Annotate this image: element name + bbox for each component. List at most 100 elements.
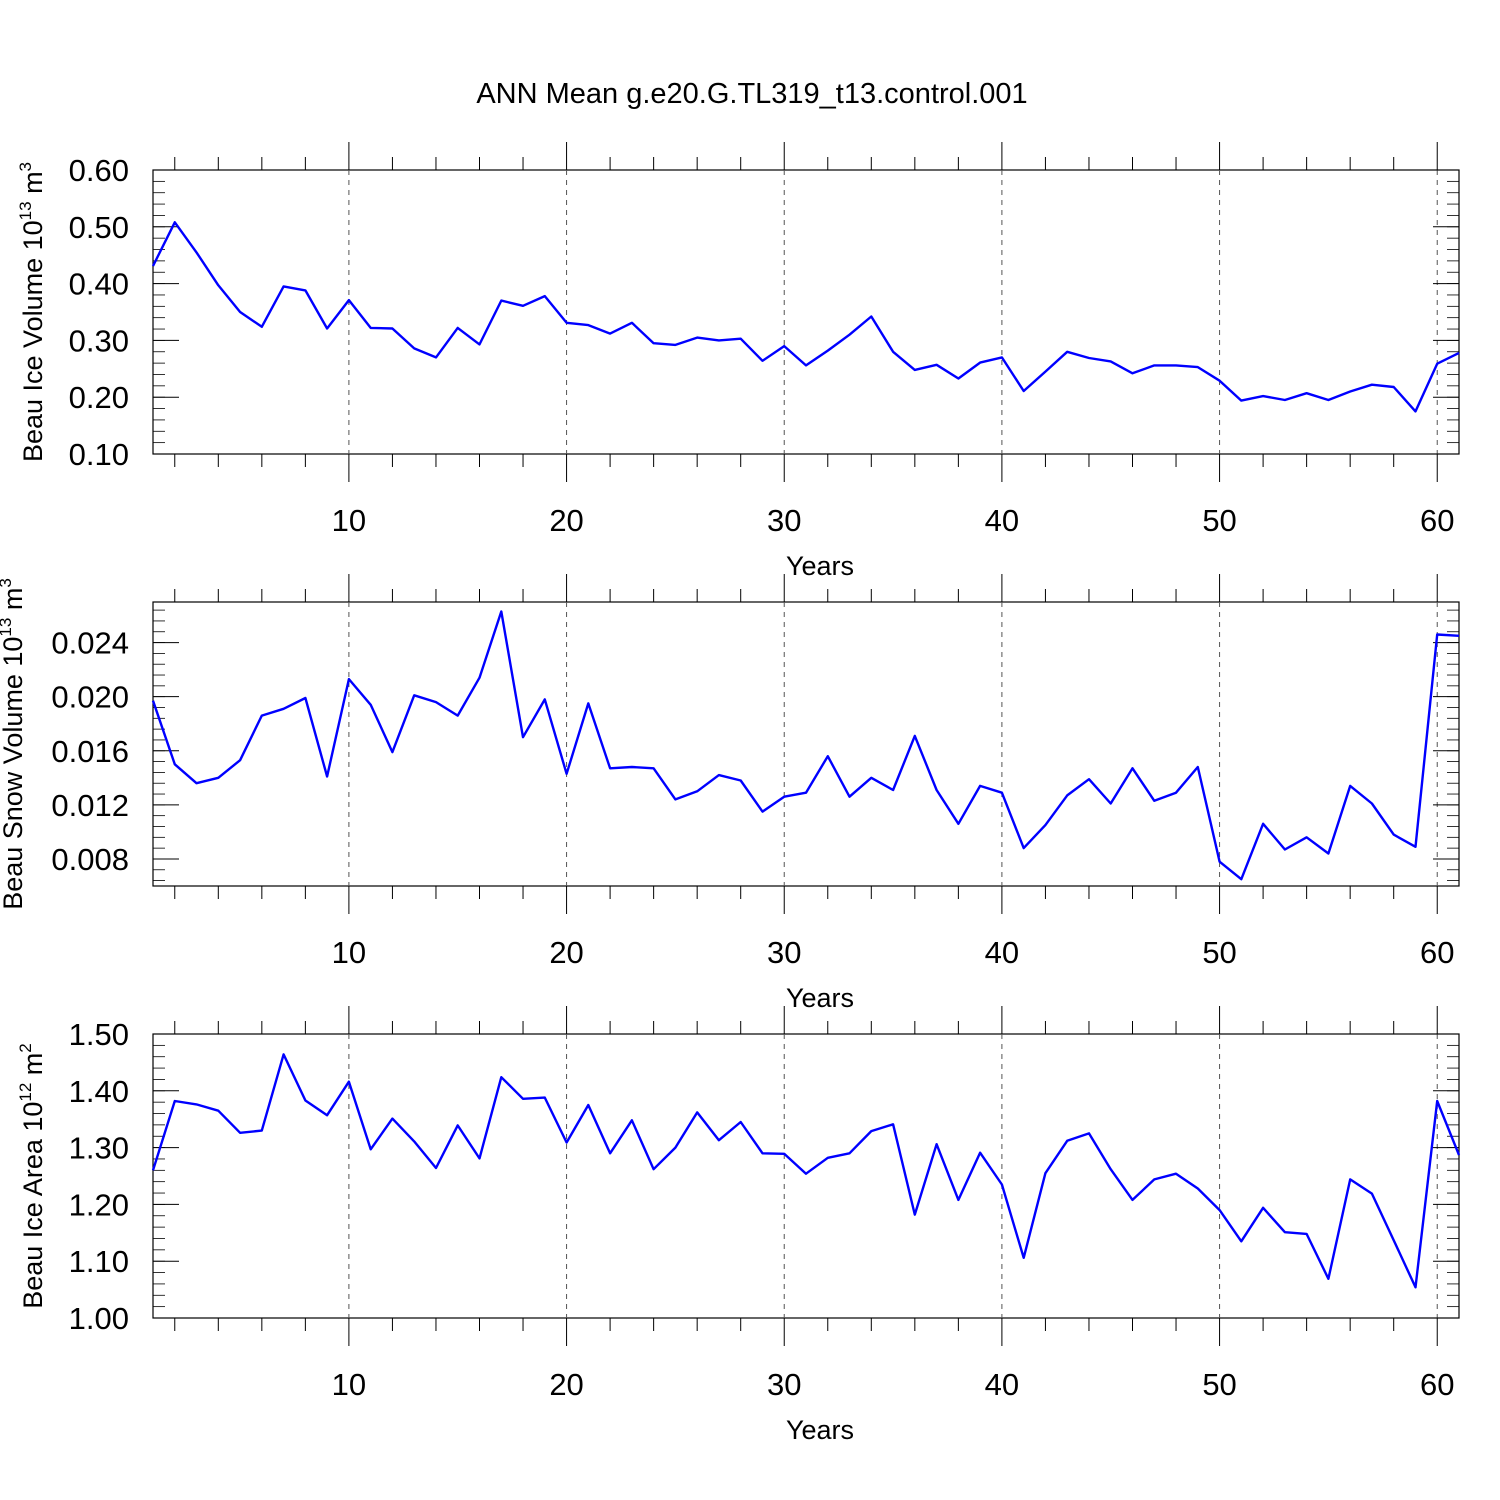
panel-ice-area: 10 20 30 40 50 60 1.00 1.10 1.20 1.30 1.40 1.50 Year… (16, 1006, 1461, 1445)
data-point (216, 1109, 220, 1113)
data-point (978, 784, 982, 788)
data-point (216, 776, 220, 780)
data-point (1326, 852, 1330, 856)
data-point (608, 1151, 612, 1155)
data-point (195, 250, 199, 254)
data-point (1131, 1198, 1135, 1202)
data-point (1152, 363, 1156, 367)
series-line (151, 221, 1460, 413)
data-point (869, 776, 873, 780)
data-point (1131, 371, 1135, 375)
data-point (478, 342, 482, 346)
data-point (282, 284, 286, 288)
data-point (151, 1168, 155, 1172)
data-point (1370, 1192, 1374, 1196)
data-point (935, 1142, 939, 1146)
x-tick-label: 30 (767, 935, 801, 970)
y-tick-label: 0.50 (69, 210, 129, 245)
data-point (325, 774, 329, 778)
data-point (565, 1140, 569, 1144)
series-line (151, 1053, 1461, 1289)
data-point (173, 1099, 177, 1103)
y-tick-label: 0.024 (51, 626, 129, 661)
data-point (260, 325, 264, 329)
data-point (891, 350, 895, 354)
y-axis-label: Beau Snow Volume 1013 m3 (0, 578, 28, 910)
data-point (826, 1156, 830, 1160)
data-point (869, 315, 873, 319)
data-point (369, 326, 373, 330)
data-point (1196, 765, 1200, 769)
y-tick-label: 0.60 (69, 153, 129, 188)
y-axis-label: Beau Ice Area 1012 m2 (16, 1043, 48, 1309)
data-point (1174, 363, 1178, 367)
x-tick-label: 60 (1420, 1367, 1454, 1402)
data-point (630, 321, 634, 325)
plot-frame (152, 169, 1460, 455)
x-tick-label: 40 (985, 503, 1019, 538)
data-point (1370, 383, 1374, 387)
y-tick-label: 1.10 (69, 1244, 129, 1279)
data-point (173, 220, 177, 224)
data-point (956, 1198, 960, 1202)
data-point (848, 795, 852, 799)
data-point (347, 1080, 351, 1084)
data-point (1261, 822, 1265, 826)
x-tick-label: 10 (332, 1367, 366, 1402)
data-point (630, 765, 634, 769)
data-point (1022, 846, 1026, 850)
data-point (1305, 1232, 1309, 1236)
data-point (717, 338, 721, 342)
data-point (282, 1052, 286, 1056)
data-point (499, 609, 503, 613)
data-point (565, 772, 569, 776)
data-point (456, 714, 460, 718)
data-point (260, 714, 264, 718)
data-point (347, 298, 351, 302)
data-point (826, 349, 830, 353)
data-point (1109, 359, 1113, 363)
data-point (978, 361, 982, 365)
data-point (347, 677, 351, 681)
data-point (369, 703, 373, 707)
data-point (1152, 1177, 1156, 1181)
y-tick-label: 0.10 (69, 437, 129, 472)
data-point (1435, 632, 1439, 636)
data-point (739, 337, 743, 341)
data-point (1109, 802, 1113, 806)
data-point (1305, 391, 1309, 395)
series-line (151, 610, 1460, 881)
data-point (1087, 777, 1091, 781)
data-point (1043, 370, 1047, 374)
data-point (695, 1110, 699, 1114)
data-point (717, 773, 721, 777)
x-tick-label: 20 (549, 1367, 583, 1402)
data-point (1392, 833, 1396, 837)
data-point (978, 1151, 982, 1155)
data-point (826, 754, 830, 758)
data-point (434, 355, 438, 359)
data-point (782, 1152, 786, 1156)
y-tick-label: 0.008 (51, 842, 129, 877)
data-point (913, 1213, 917, 1217)
data-point (216, 283, 220, 287)
data-point (1022, 389, 1026, 393)
data-point (804, 363, 808, 367)
data-point (325, 326, 329, 330)
data-point (478, 1156, 482, 1160)
x-tick-label: 50 (1202, 935, 1236, 970)
data-point (1348, 390, 1352, 394)
data-point (1348, 784, 1352, 788)
data-point (543, 294, 547, 298)
data-point (1239, 399, 1243, 403)
data-point (1392, 1238, 1396, 1242)
data-point (369, 1147, 373, 1151)
data-point (1239, 1239, 1243, 1243)
data-point (782, 795, 786, 799)
data-point (586, 1103, 590, 1107)
data-point (499, 1075, 503, 1079)
x-tick-label: 40 (985, 935, 1019, 970)
data-point (1435, 1099, 1439, 1103)
data-point (1196, 1186, 1200, 1190)
data-point (1218, 860, 1222, 864)
